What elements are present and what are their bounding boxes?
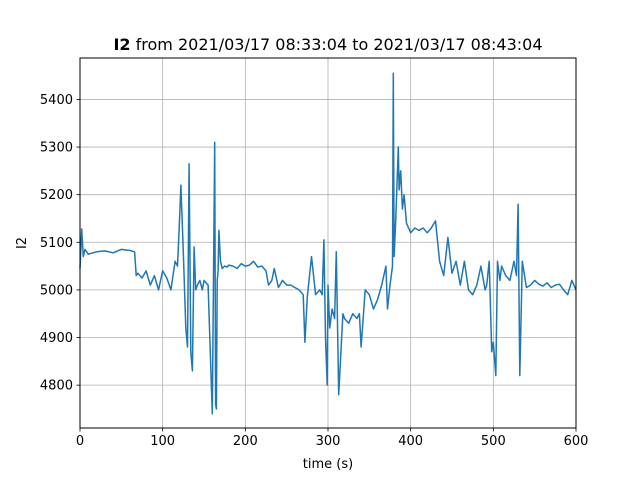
series-line <box>79 72 577 415</box>
y-tick-label: 4900 <box>40 331 73 346</box>
y-tick-label: 5100 <box>40 236 73 251</box>
x-tick-label: 300 <box>316 434 341 449</box>
x-tick-label: 400 <box>398 434 423 449</box>
chart-title: I2 from 2021/03/17 08:33:04 to 2021/03/1… <box>113 35 542 54</box>
x-tick-label: 100 <box>150 434 175 449</box>
x-axis-label: time (s) <box>303 457 353 472</box>
chart-title-rest: from 2021/03/17 08:33:04 to 2021/03/17 0… <box>131 35 543 54</box>
y-tick-label: 4800 <box>40 379 73 394</box>
y-axis-ticks: 4800 4900 5000 5100 5200 5300 5400 <box>40 93 80 394</box>
y-tick-label: 5000 <box>40 283 73 298</box>
x-tick-label: 500 <box>481 434 506 449</box>
y-tick-label: 5400 <box>40 93 73 108</box>
y-tick-label: 5300 <box>40 141 73 156</box>
x-tick-label: 200 <box>233 434 258 449</box>
x-tick-label: 0 <box>76 434 84 449</box>
x-tick-label: 600 <box>564 434 589 449</box>
chart-title-bold: I2 <box>113 35 130 54</box>
y-axis-label: I2 <box>15 237 30 249</box>
y-tick-label: 5200 <box>40 188 73 203</box>
series-layer <box>79 72 577 415</box>
x-axis-ticks: 0 100 200 300 400 500 600 <box>76 428 589 449</box>
